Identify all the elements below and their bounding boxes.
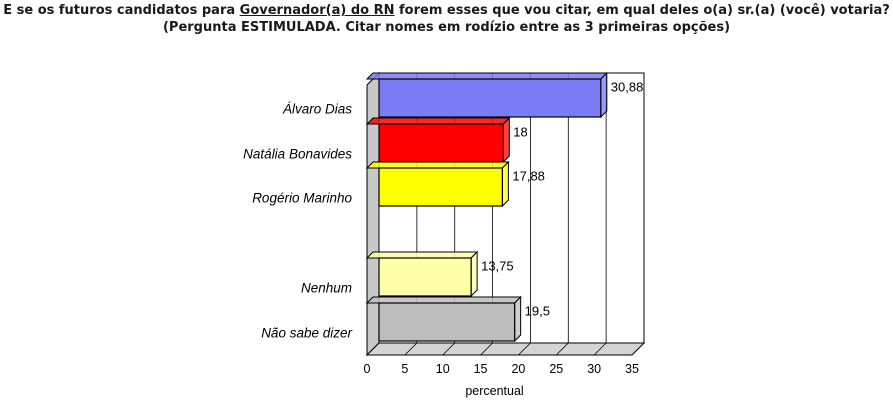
bar-end-face	[470, 250, 478, 298]
bar-top-face	[365, 117, 511, 125]
bar	[378, 123, 504, 163]
bar-top-face	[365, 251, 479, 259]
category-label: Rogério Marinho	[252, 191, 352, 206]
x-tick-label: 30	[587, 362, 601, 376]
category-label: Não sabe dizer	[261, 326, 352, 341]
gridline-floor	[593, 342, 607, 356]
bar	[378, 167, 503, 207]
gridline-floor	[442, 342, 455, 356]
x-tick-label: 15	[474, 362, 488, 376]
bar	[378, 78, 602, 118]
bar-value-label: 19,5	[525, 303, 550, 318]
bar-top-face	[365, 72, 609, 80]
gridline-floor	[556, 342, 569, 356]
bar-top-face	[365, 296, 522, 304]
title-line-1: E se os futuros candidatos para Governad…	[3, 3, 890, 18]
title-line-2: (Pergunta ESTIMULADA. Citar nomes em rod…	[162, 20, 731, 35]
gridline-floor	[404, 342, 418, 356]
bar-end-face	[501, 160, 509, 208]
category-label: Álvaro Dias	[282, 102, 352, 117]
x-tick-label: 5	[401, 362, 408, 376]
x-axis-label: percentual	[465, 384, 523, 398]
bar	[378, 257, 472, 297]
title-underlined: Governador(a) do RN	[239, 3, 395, 18]
chart-side-wall	[366, 71, 380, 357]
bar-value-label: 13,75	[481, 258, 514, 273]
bar-value-label: 18	[513, 124, 527, 139]
category-label: Natália Bonavides	[243, 147, 352, 162]
bar-end-face	[502, 116, 510, 164]
bar-top-face	[365, 161, 510, 169]
chart-floor	[365, 342, 646, 356]
category-label: Nenhum	[301, 281, 352, 296]
bar-end-face	[514, 295, 522, 343]
gridline-floor	[518, 342, 531, 356]
x-tick-label: 25	[549, 362, 563, 376]
bar-value-label: 30,88	[611, 79, 644, 94]
bar	[378, 302, 516, 342]
bar-value-label: 17,88	[512, 168, 545, 183]
bar-end-face	[600, 71, 608, 119]
x-tick-label: 20	[511, 362, 525, 376]
chart-title: E se os futuros candidatos para Governad…	[0, 2, 893, 36]
x-tick-label: 10	[436, 362, 450, 376]
x-tick-label: 0	[364, 362, 371, 376]
x-tick-label: 35	[625, 362, 639, 376]
gridline-floor	[480, 342, 493, 356]
